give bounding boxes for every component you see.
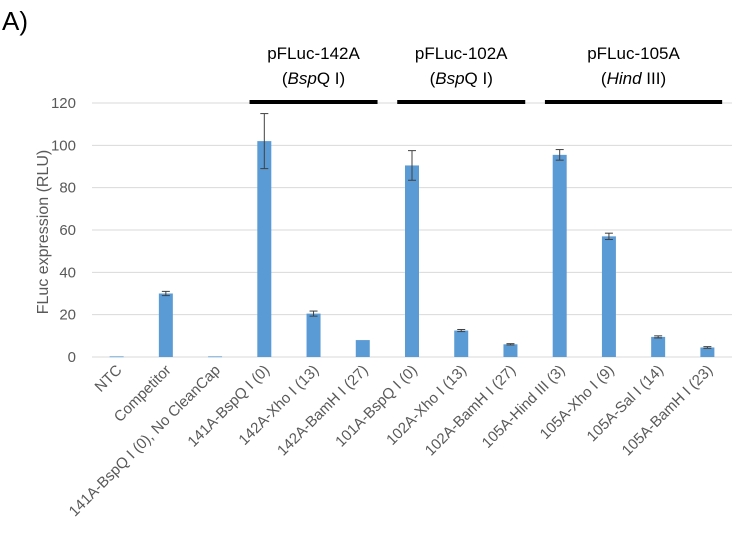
bar [552, 154, 567, 357]
bar [306, 313, 321, 357]
y-tick-label: 40 [59, 264, 76, 281]
bar [257, 141, 272, 357]
y-tick-label: 0 [68, 349, 76, 366]
group-enzyme: (BspQ I) [430, 69, 493, 88]
bar [454, 330, 469, 357]
bar [109, 356, 124, 358]
category-label: 105A-BamH I (23) [619, 362, 717, 460]
bar [503, 344, 518, 357]
y-tick-label: 60 [59, 222, 76, 239]
category-label: 142A-BamH I (27) [274, 362, 372, 460]
y-tick-label: 100 [51, 137, 76, 154]
error-bars [161, 113, 712, 349]
bar [208, 356, 223, 358]
y-tick-label: 80 [59, 180, 76, 197]
y-axis-title: FLuc expression (RLU) [35, 150, 52, 315]
y-tick-label: 20 [59, 307, 76, 324]
y-tick-labels: 0 20 40 60 80 100 120 [51, 95, 76, 366]
group-enzyme: (BspQ I) [282, 69, 345, 88]
bar [158, 293, 173, 357]
category-label: NTC [92, 362, 126, 396]
bar [700, 347, 715, 357]
group-name: pFLuc-102A [415, 44, 508, 63]
group-annotations: pFLuc-142A (BspQ I) pFLuc-102A (BspQ I) pFLu… [249, 44, 723, 104]
bar [405, 165, 419, 357]
category-label: 102A-BamH I (27) [422, 362, 520, 460]
group-name: pFLuc-142A [267, 44, 360, 63]
bar [355, 340, 370, 357]
group-enzyme: (Hind III) [601, 69, 666, 88]
bar [601, 236, 616, 357]
bars [109, 141, 715, 358]
category-label: 105A-Hind III (3) [479, 362, 569, 452]
bar [651, 336, 666, 357]
panel-label: A) [2, 6, 28, 36]
y-tick-label: 120 [51, 95, 76, 112]
group-name: pFLuc-105A [587, 44, 680, 63]
